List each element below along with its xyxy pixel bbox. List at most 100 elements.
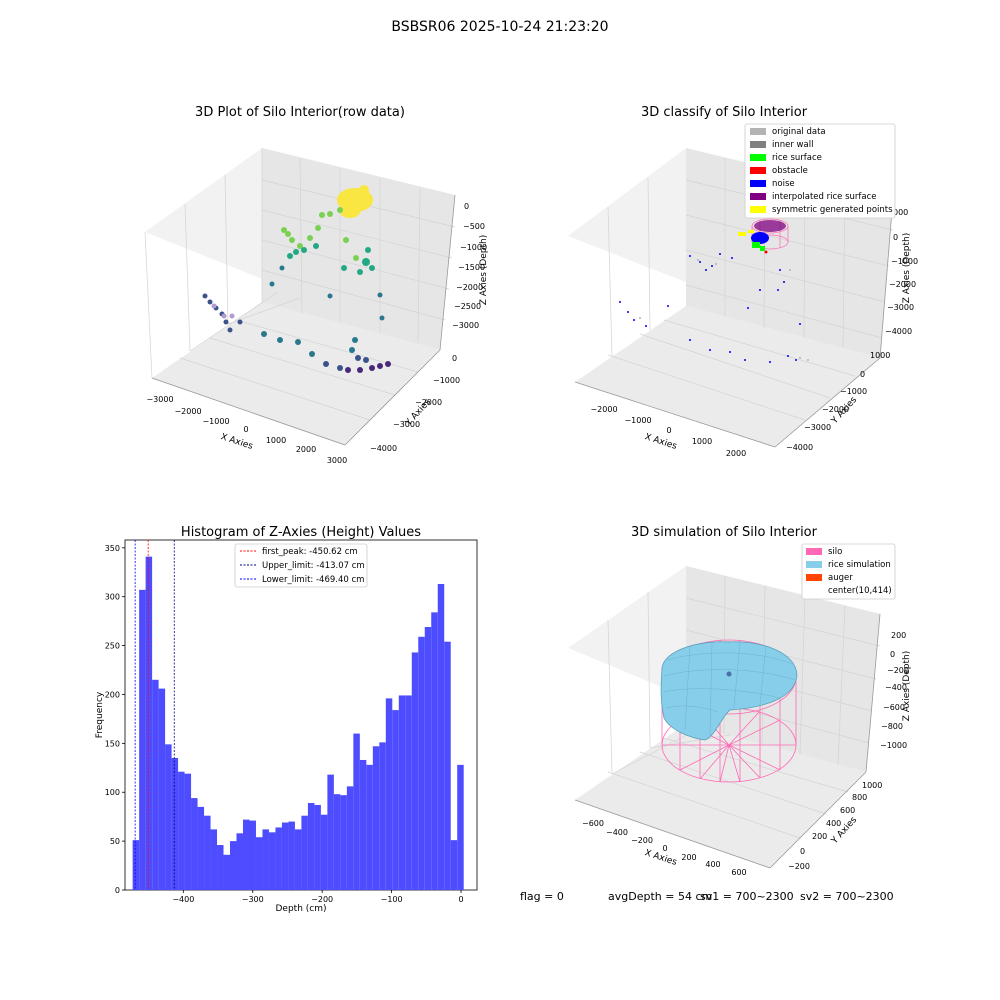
x-tick-label: 600: [731, 868, 746, 877]
x-tick-label: 200: [681, 853, 696, 862]
x-tick-label: 0: [243, 425, 248, 434]
classified-points: [619, 218, 809, 363]
x-tick-label: −100: [381, 895, 403, 904]
histogram-bar: [353, 733, 360, 890]
histogram-bar: [359, 759, 367, 890]
y-tick-label: 800: [852, 793, 867, 802]
legend-label: rice simulation: [828, 560, 891, 570]
flag-text: flag = 0: [520, 890, 564, 903]
center-marker: [726, 671, 732, 677]
panel-histogram: Histogram of Z-Axies (Height) Values −40…: [95, 525, 478, 914]
histogram-bar: [178, 771, 185, 890]
histogram-bar: [385, 698, 393, 890]
y-ticks: 0 50 100 150 200 250 300 350: [105, 544, 125, 895]
histogram-bar: [249, 820, 256, 890]
x-tick-label: −2000: [174, 407, 201, 416]
z-tick-label: 0: [464, 202, 469, 211]
histogram-bar: [411, 652, 419, 890]
histogram-bar: [139, 589, 146, 890]
histogram-bar: [444, 641, 451, 890]
z-tick-label: −3000: [452, 321, 479, 330]
x-tick-labels: −600 −400 −200 0 200 400 600: [582, 819, 747, 877]
x-tick-label: 1000: [692, 437, 712, 446]
z-tick-label: −2500: [454, 302, 481, 311]
legend-label: silo: [828, 547, 842, 557]
y-tick-label: 100: [105, 788, 120, 797]
y-tick-label: 400: [826, 819, 841, 828]
x-tick-label: 400: [705, 860, 720, 869]
y-tick-label: 1000: [870, 351, 890, 360]
y-tick-label: 0: [115, 886, 120, 895]
z-tick-labels: −3000 −2500 −2000 −1500 −1000 −500 0: [452, 202, 487, 330]
z-tick-label: −2000: [889, 280, 916, 289]
legend-label: symmetric generated points: [772, 205, 893, 215]
legend-label: noise: [772, 179, 795, 189]
x-tick-label: 2000: [296, 445, 316, 454]
y-tick-label: 0: [452, 354, 457, 363]
panel-raw-3d: 3D Plot of Silo Interior(row data): [144, 105, 489, 465]
legend-swatch: [750, 154, 766, 161]
x-axis-label: X Axies: [643, 432, 678, 452]
y-tick-label: −1000: [840, 387, 867, 396]
histogram-bar: [281, 822, 289, 890]
histogram-bar: [431, 612, 438, 890]
panel-classify-3d: 3D classify of Silo Interior: [568, 105, 918, 458]
x-axis-label: X Axies: [219, 432, 254, 452]
histogram-bar: [275, 827, 282, 890]
legend: original data inner wall rice surface ob…: [744, 123, 896, 219]
histogram-bar: [450, 840, 458, 890]
z-tick-labels: −4000 −3000 −2000 −1000 0 000: [885, 208, 918, 336]
histogram-bar: [191, 798, 198, 890]
histogram-bar: [171, 758, 179, 890]
legend-swatch: [806, 548, 822, 555]
x-tick-label: 0: [666, 426, 671, 435]
x-tick-label: 1000: [266, 436, 286, 445]
y-tick-label: −1000: [433, 376, 460, 385]
x-tick-labels: −2000 −1000 0 1000 2000: [590, 405, 746, 458]
x-tick-label: −200: [311, 895, 333, 904]
histogram-bar: [379, 742, 386, 890]
histogram-bar: [184, 773, 192, 890]
legend-swatch: [750, 141, 766, 148]
x-tick-label: −1000: [624, 416, 651, 425]
chart-title: 3D simulation of Silo Interior: [631, 525, 818, 540]
legend-label: Upper_limit: -413.07 cm: [262, 561, 365, 571]
histogram-bar: [457, 764, 464, 890]
x-ticks: −400 −300 −200 −100 0: [172, 890, 464, 904]
legend-swatch: [750, 128, 766, 135]
x-tick-label: 0: [458, 895, 463, 904]
legend-label: obstacle: [772, 166, 808, 176]
z-tick-label: −1000: [460, 243, 487, 252]
x-tick-label: −200: [631, 836, 653, 845]
chart-title: Histogram of Z-Axies (Height) Values: [181, 525, 421, 540]
histogram-bar: [255, 837, 263, 890]
histogram-bar: [320, 814, 328, 890]
y-axis-label: Frequency: [95, 691, 105, 738]
histogram-bar: [327, 774, 334, 890]
legend-swatch: [750, 167, 766, 174]
z-tick-label: −800: [881, 722, 903, 731]
x-tick-label: −1000: [202, 417, 229, 426]
sv1-text: sv1 = 700~2300: [700, 890, 794, 903]
histogram-bar: [262, 829, 269, 890]
histogram-bar: [346, 786, 354, 890]
status-line: flag = 0 avgDepth = 54 cm sv1 = 700~2300…: [520, 890, 894, 903]
legend: first_peak: -450.62 cm Upper_limit: -413…: [234, 543, 368, 588]
y-tick-label: 150: [105, 739, 120, 748]
x-tick-labels: −3000 −2000 −1000 0 1000 2000 3000: [146, 395, 347, 465]
legend-swatch: [750, 180, 766, 187]
legend: silo rice simulation auger center(10,414…: [801, 543, 896, 600]
y-tick-label: −4000: [786, 443, 813, 452]
histogram-bar: [197, 806, 205, 890]
y-tick-label: 200: [105, 690, 120, 699]
histogram-bar: [210, 829, 218, 890]
y-tick-label: 350: [105, 544, 120, 553]
x-tick-label: −300: [242, 895, 264, 904]
x-tick-label: −400: [172, 895, 194, 904]
histogram-bar: [437, 583, 445, 890]
histogram-bar: [217, 845, 224, 890]
x-tick-label: 2000: [726, 449, 746, 458]
y-tick-label: −2000: [822, 405, 849, 414]
y-tick-label: −4000: [370, 444, 397, 453]
